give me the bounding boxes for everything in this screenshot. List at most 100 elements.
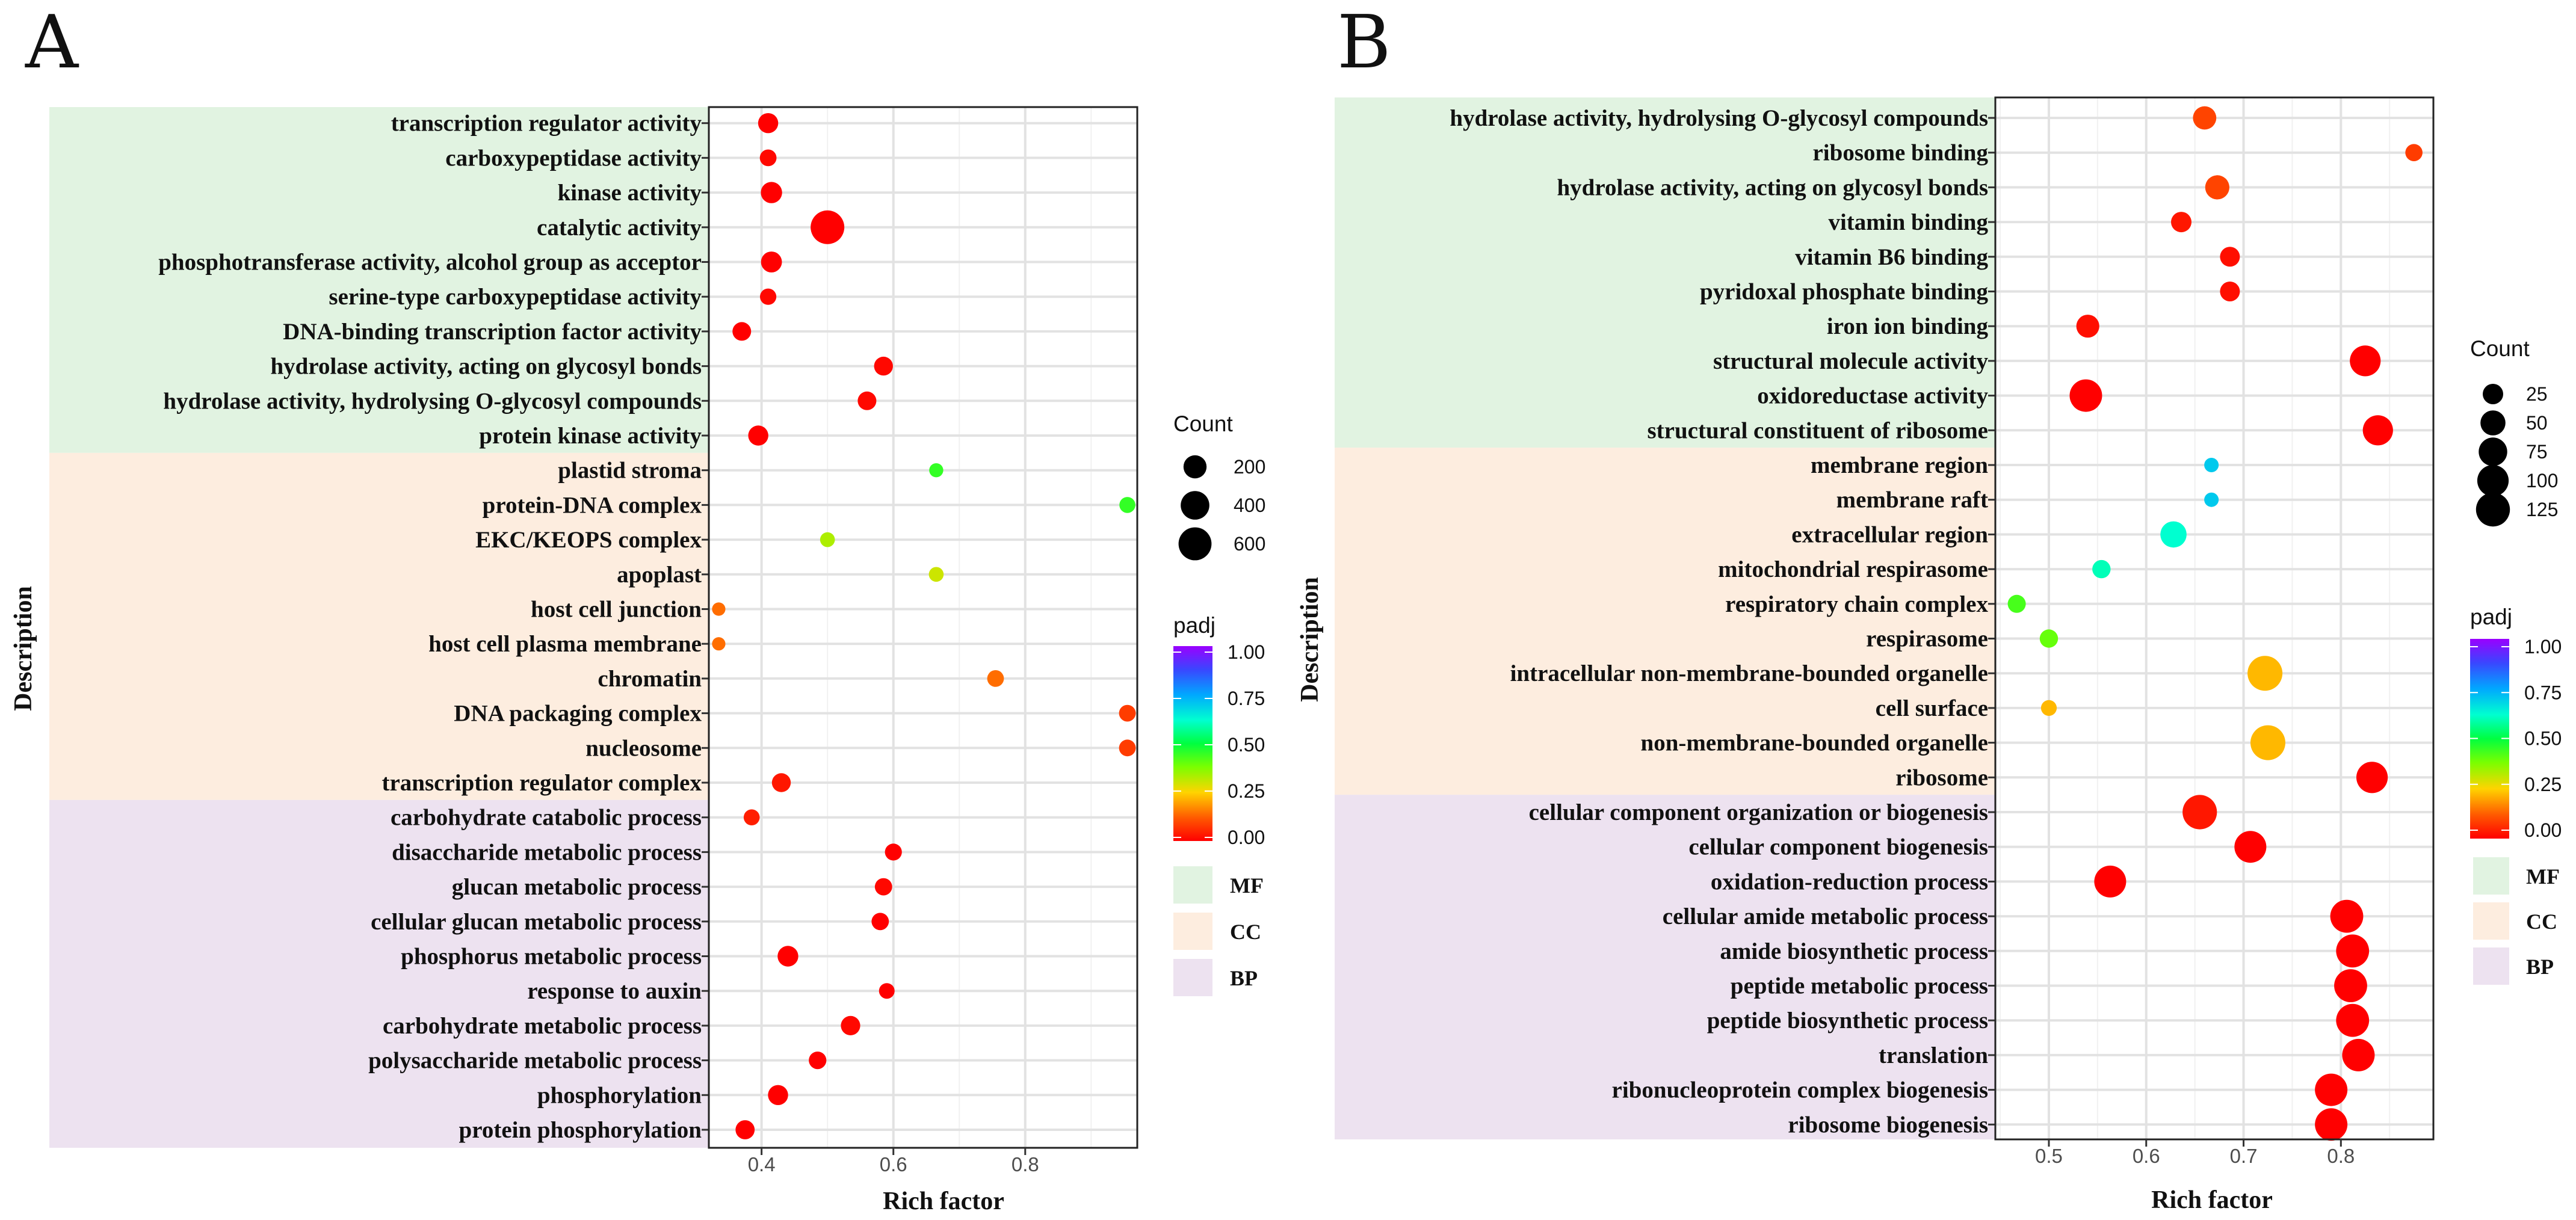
data-point [871,913,889,931]
term-label: nucleosome [585,735,702,761]
data-point [2220,247,2240,267]
category-legend-swatch [1173,913,1212,950]
colorbar-label: 0.75 [2524,682,2562,703]
padj-colorbar [1173,646,1212,841]
colorbar-label: 0.25 [2524,774,2562,795]
category-band [49,107,709,453]
category-legend-swatch [1173,959,1212,996]
term-label: DNA packaging complex [454,701,702,727]
data-point [2356,762,2388,793]
data-point [841,1015,860,1035]
term-label: translation [1879,1043,1988,1068]
term-label: carboxypeptidase activity [445,145,702,171]
x-axis-title: Rich factor [883,1188,1004,1215]
count-legend-label: 50 [2526,412,2548,434]
term-label: pyridoxal phosphate binding [1700,279,1989,305]
plot-border [1994,96,2435,1141]
data-point [2342,1038,2375,1071]
category-legend-label: BP [2526,955,2554,979]
data-point [2405,144,2423,161]
term-label: ribosome [1895,765,1988,790]
count-legend-label: 200 [1234,456,1265,478]
data-point [2204,492,2219,507]
term-label: response to auxin [527,978,702,1004]
term-label: vitamin B6 binding [1795,244,1988,270]
panel-a: A transcription regulator activity carbox… [10,0,1265,1215]
term-label: respiratory chain complex [1725,591,1988,617]
data-point [2220,282,2240,301]
term-label: oxidoreductase activity [1757,383,1988,409]
data-point [987,670,1004,687]
data-point [2040,700,2057,716]
data-point [2193,106,2217,130]
term-label: protein phosphorylation [459,1117,702,1143]
y-axis-title: Description [10,586,37,711]
x-tick-label: 0.6 [880,1153,907,1175]
data-point [761,251,782,273]
term-label: ribosome biogenesis [1788,1112,1988,1138]
term-label: protein-DNA complex [483,492,702,518]
data-point [1119,704,1136,722]
colorbar-label: 0.00 [2524,819,2562,841]
data-point [2069,379,2102,412]
term-label: disaccharide metabolic process [392,839,702,865]
count-legend-label: 600 [1234,533,1265,555]
data-point [2336,934,2370,968]
term-label: carbohydrate metabolic process [383,1013,702,1039]
term-label: vitamin binding [1828,209,1988,235]
term-label: serine-type carboxypeptidase activity [329,284,702,310]
colorbar-label: 0.25 [1228,780,1265,802]
data-point [2336,1003,2370,1037]
count-legend-key [1183,455,1207,479]
term-label: membrane raft [1836,487,1988,513]
data-point [2170,212,2191,233]
data-point [759,149,777,167]
term-label: membrane region [1811,452,1988,478]
category-legend-swatch [1173,866,1212,904]
x-tick-label: 0.5 [2035,1145,2063,1167]
category-legend-label: MF [1230,873,1264,898]
data-point [2182,795,2217,830]
term-label: catalytic activity [537,215,702,241]
data-point [712,602,726,616]
plot-panel [1995,97,2433,1139]
term-label: phosphotransferase activity, alcohol gro… [158,250,702,276]
term-label: cell surface [1876,695,1988,721]
data-point [2205,175,2229,200]
count-legend-label: 125 [2526,499,2558,520]
x-tick-label: 0.7 [2230,1145,2258,1167]
padj-legend-title: padj [1173,613,1215,638]
term-label: hydrolase activity, hydrolysing O-glycos… [1450,105,1988,131]
data-point [820,532,835,547]
term-label: intracellular non-membrane-bounded organ… [1510,661,1988,686]
count-legend-label: 25 [2526,383,2548,405]
term-label: hydrolase activity, acting on glycosyl b… [1557,174,1988,200]
term-label: hydrolase activity, hydrolysing O-glycos… [163,388,702,414]
x-tick-label: 0.8 [2327,1145,2355,1167]
term-label: kinase activity [558,180,702,206]
term-label: respirasome [1866,626,1988,652]
term-label: ribonucleoprotein complex biogenesis [1612,1077,1988,1103]
data-point [2007,594,2026,613]
term-label: structural constituent of ribosome [1647,417,1988,443]
data-point [2334,969,2367,1002]
padj-legend-title: padj [2470,605,2512,629]
term-label: host cell plasma membrane [428,631,702,657]
data-point [2076,315,2099,338]
x-axis-title: Rich factor [2151,1186,2273,1214]
data-point [2315,1108,2348,1141]
term-label: protein kinase activity [479,423,702,449]
x-tick-label: 0.6 [2133,1145,2160,1167]
term-label: mitochondrial respirasome [1718,556,1988,582]
term-label: non-membrane-bounded organelle [1641,730,1988,756]
count-legend-key [2483,384,2503,404]
category-legend-swatch [2473,947,2509,985]
plot-border [708,106,1138,1149]
term-label: phosphorylation [537,1082,702,1108]
data-point [874,878,892,896]
count-legend-key [2476,492,2510,527]
data-point [748,425,768,446]
category-band [49,452,709,800]
panel-b: B hydrolase activity, hydrolysing O-glyc… [1296,0,2562,1214]
colorbar-label: 1.00 [2524,636,2562,658]
